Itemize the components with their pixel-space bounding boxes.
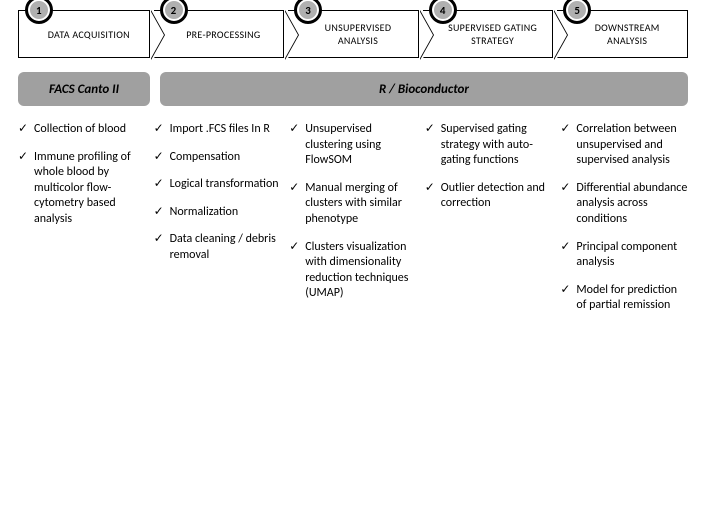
list-item: Principal component analysis	[560, 240, 688, 271]
list-item: Immune profiling of whole blood by multi…	[18, 150, 146, 228]
list-item: Differential abundance analysis across c…	[560, 181, 688, 228]
list-item: Supervised gating strategy with auto-gat…	[425, 122, 553, 169]
stage-2: 2 PRE-PROCESSING	[154, 10, 285, 58]
list-item: Outlier detection and correction	[425, 181, 553, 212]
stage-5-label: DOWNSTREAM ANALYSIS	[573, 21, 681, 47]
list-item: Import .FCS files In R	[154, 122, 282, 138]
col-1: Collection of blood Immune profiling of …	[18, 122, 146, 326]
tool-bar: FACS Canto II R / Bioconductor	[18, 72, 688, 106]
tool-bioconductor: R / Bioconductor	[160, 72, 688, 106]
list-item: Clusters visualization with dimensionali…	[289, 240, 417, 302]
stage-1: 1 DATA ACQUISITION	[18, 10, 150, 58]
list-item: Compensation	[154, 150, 282, 166]
bullet-columns: Collection of blood Immune profiling of …	[18, 122, 688, 326]
stage-2-label: PRE-PROCESSING	[186, 28, 260, 41]
list-item: Data cleaning / debris removal	[154, 232, 282, 263]
stage-1-label: DATA ACQUISITION	[48, 28, 130, 41]
list-item: Manual merging of clusters with similar …	[289, 181, 417, 228]
col-5: Correlation between unsupervised and sup…	[560, 122, 688, 326]
stage-4-label: SUPERVISED GATING STRATEGY	[439, 21, 547, 47]
list-item: Logical transformation	[154, 177, 282, 193]
list-item: Correlation between unsupervised and sup…	[560, 122, 688, 169]
stage-4: 4 SUPERVISED GATING STRATEGY	[423, 10, 554, 58]
list-item: Collection of blood	[18, 122, 146, 138]
list-item: Model for prediction of partial remissio…	[560, 283, 688, 314]
workflow-stages: 1 DATA ACQUISITION 2 PRE-PROCESSING 3 UN…	[18, 10, 688, 58]
col-3: Unsupervised clustering using FlowSOM Ma…	[289, 122, 417, 326]
stage-2-number: 2	[160, 0, 188, 24]
list-item: Normalization	[154, 205, 282, 221]
stage-1-number: 1	[25, 0, 53, 24]
list-item: Unsupervised clustering using FlowSOM	[289, 122, 417, 169]
stage-3: 3 UNSUPERVISED ANALYSIS	[288, 10, 419, 58]
stage-3-label: UNSUPERVISED ANALYSIS	[304, 21, 412, 47]
tool-facs: FACS Canto II	[18, 72, 150, 106]
col-2: Import .FCS files In R Compensation Logi…	[154, 122, 282, 326]
stage-5: 5 DOWNSTREAM ANALYSIS	[557, 10, 688, 58]
col-4: Supervised gating strategy with auto-gat…	[425, 122, 553, 326]
